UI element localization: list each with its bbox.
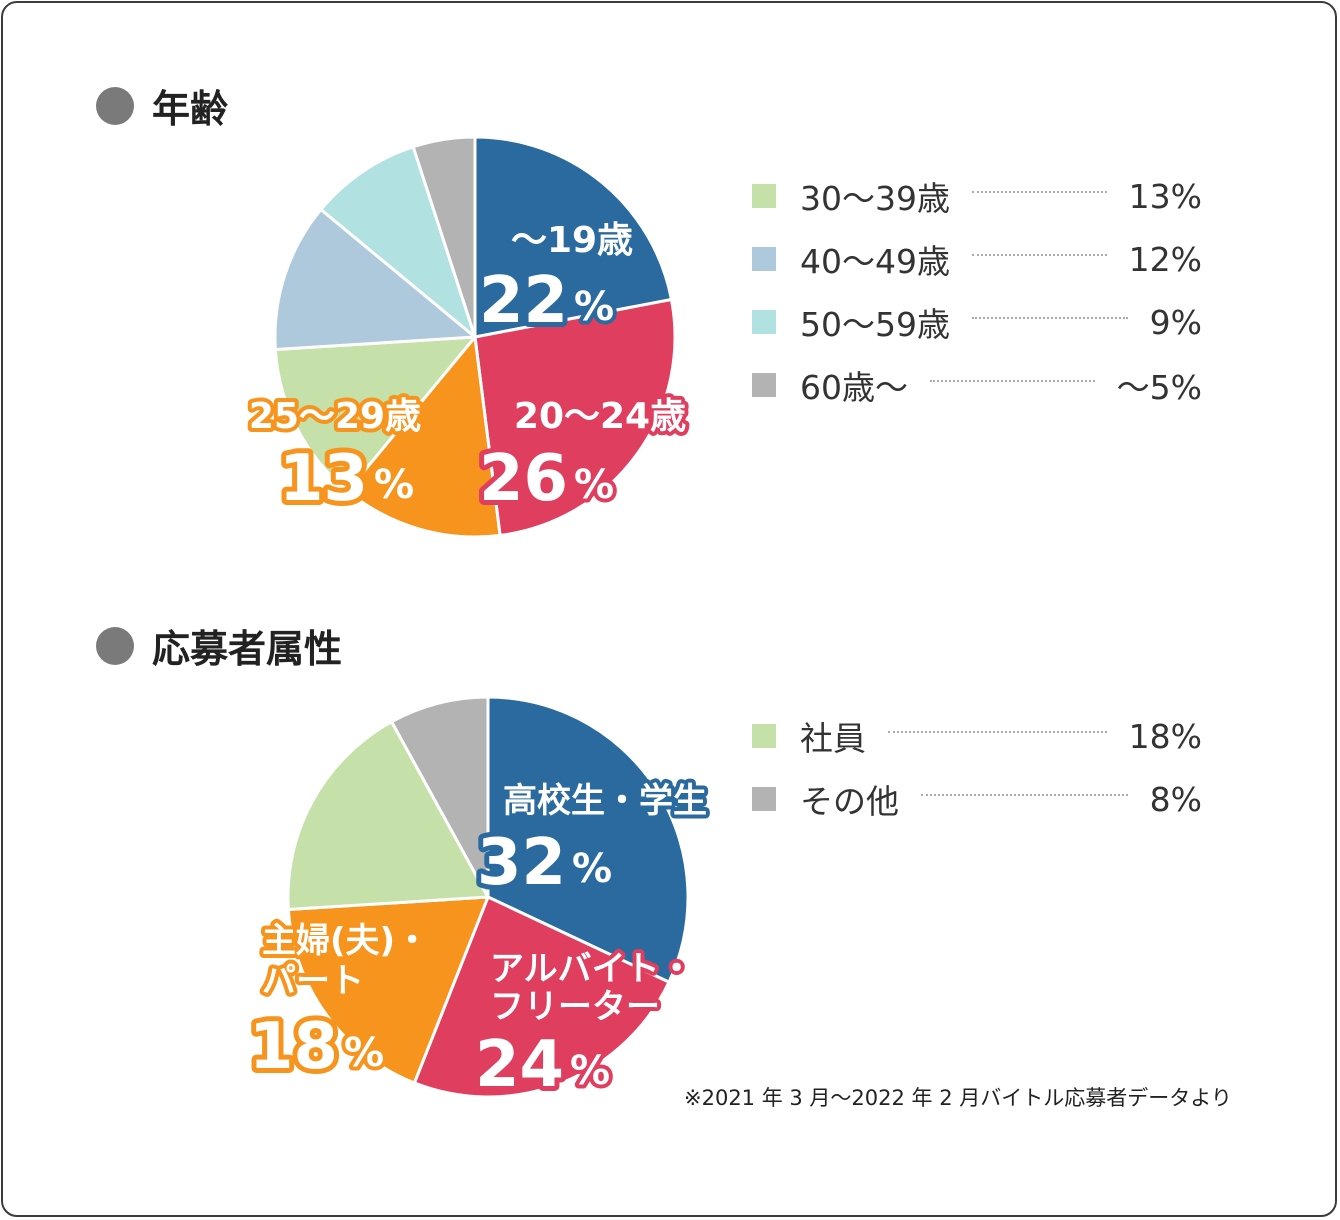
attr-legend-item: その他 8% [752,777,1202,821]
attr-slice-2 [286,895,490,1085]
age-legend-item: 30〜39歳 13% [752,174,1202,218]
attr-label-homemaker-line2: パート [262,961,364,1001]
age-slice-6 [411,135,477,339]
attr-label-homemaker-line1: 主婦(夫)・ [262,921,429,961]
age-legend-item: 60歳〜 〜5% [752,363,1202,407]
bullet-icon [96,626,134,665]
attr-label-parttime-line1: アルバイト・ [490,949,694,989]
attr-label-homemaker-pct: 18 [249,1010,338,1084]
legend-label: 50〜59歳 [800,305,950,344]
attr-label-students: 高校生・学生 32 % [472,777,711,905]
attr-label-students-name: 高校生・学生 [503,781,707,821]
legend-label: 40〜49歳 [800,242,950,281]
attr-label-parttime-unit: % [570,1048,610,1094]
attr-slice-3 [286,720,490,912]
leader-dots [971,254,1107,256]
age-label-20-24-unit: % [574,462,614,508]
age-label-20-24: 20〜24歳 26 % [474,392,690,521]
attr-label-parttime-pct: 24 [475,1028,564,1102]
attr-label-homemaker: 主婦(夫)・ パート 18 % [244,917,433,1089]
age-slice-1 [473,298,677,537]
attr-label-students-unit: % [572,846,612,892]
attr-legend-item: 社員 18% [752,714,1202,758]
age-legend-item: 50〜59歳 9% [752,300,1202,344]
source-note: ※2021 年 3 月〜2022 年 2 月バイトル応募者データより [684,1086,1232,1110]
leader-dots [971,317,1128,319]
legend-swatch [752,373,776,397]
age-label-under19-name: 〜19歳 [511,220,633,261]
legend-swatch [752,310,776,334]
legend-label: その他 [800,782,899,821]
age-section-title: 年齢 [96,78,228,133]
legend-value: 13% [1128,176,1202,216]
age-label-25-29: 25〜29歳 13 % [245,392,425,521]
attr-label-parttime: アルバイト・ フリーター 24 % [470,945,698,1107]
attr-label-students-pct: 32 [477,826,566,900]
attr-slice-1 [412,895,671,1099]
leader-dots [930,380,1095,382]
age-pie [273,135,677,539]
age-label-under19: 〜19歳 22 % [474,216,637,343]
legend-value: 18% [1128,716,1202,756]
age-slice-3 [273,335,477,493]
age-label-25-29-unit: % [374,462,414,508]
age-label-20-24-name: 20〜24歳 [514,396,686,437]
age-legend-item: 40〜49歳 12% [752,237,1202,281]
age-slice-0 [473,135,673,339]
age-title: 年齢 [152,87,229,131]
age-label-25-29-pct: 13 [279,442,368,516]
legend-value: 〜5% [1116,368,1202,407]
leader-dots [888,731,1107,733]
age-label-under19-pct: 22 [479,264,568,338]
attr-title: 応募者属性 [152,627,343,671]
legend-value: 12% [1128,239,1202,279]
legend-label: 30〜39歳 [800,179,950,218]
age-slice-2 [346,335,502,539]
legend-value: 9% [1149,302,1202,342]
legend-swatch [752,184,776,208]
legend-label: 60歳〜 [800,368,908,407]
attr-label-homemaker-unit: % [344,1030,384,1076]
legend-swatch [752,787,776,811]
attr-pie [286,695,690,1099]
age-label-under19-unit: % [574,284,614,330]
attr-label-parttime-line2: フリーター [490,987,660,1027]
age-label-20-24-pct: 26 [479,442,568,516]
legend-swatch [752,247,776,271]
attr-section-title: 応募者属性 [96,618,342,673]
attr-slice-4 [390,695,490,899]
age-slice-5 [319,145,477,339]
legend-swatch [752,724,776,748]
age-slice-4 [273,208,477,352]
age-label-25-29-name: 25〜29歳 [249,396,421,437]
leader-dots [971,191,1107,193]
attr-slice-0 [486,695,690,984]
legend-value: 8% [1149,779,1202,819]
bullet-icon [96,86,134,125]
legend-label: 社員 [800,719,866,758]
leader-dots [921,794,1128,796]
